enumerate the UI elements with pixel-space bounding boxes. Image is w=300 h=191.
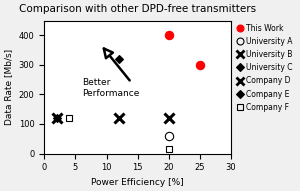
Line: This Work: This Work	[165, 31, 204, 69]
Company F	[167, 148, 171, 150]
Legend: This Work, University A, University B, University C, Company D, Company E, Compa: This Work, University A, University B, U…	[233, 20, 296, 115]
Line: Company F: Company F	[66, 115, 172, 153]
X-axis label: Power Efficiency [%]: Power Efficiency [%]	[91, 178, 184, 187]
University B	[117, 117, 121, 119]
Y-axis label: Data Rate [Mb/s]: Data Rate [Mb/s]	[4, 49, 13, 125]
Text: Better
Performance: Better Performance	[82, 78, 139, 98]
Line: University B: University B	[52, 113, 124, 123]
Company F	[68, 117, 71, 119]
This Work	[167, 34, 171, 36]
University B	[55, 117, 58, 119]
This Work	[198, 64, 202, 66]
Title: Comparison with other DPD-free transmitters: Comparison with other DPD-free transmitt…	[19, 4, 256, 14]
